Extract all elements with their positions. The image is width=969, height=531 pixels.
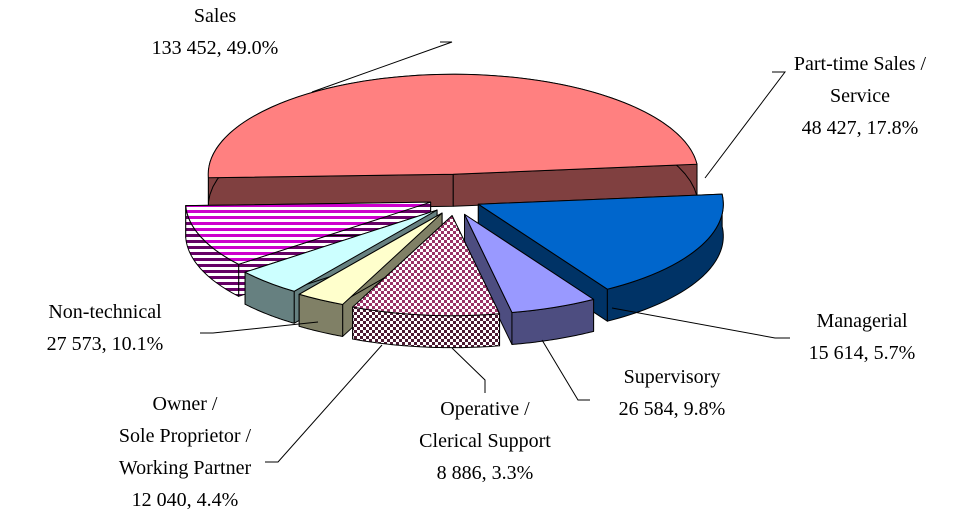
leader-line: [541, 339, 590, 401]
leader-line: [200, 321, 319, 334]
category-label: Sales: [194, 5, 236, 27]
slice: [352, 215, 501, 317]
leader-line: [265, 344, 383, 463]
slice: [185, 201, 432, 265]
value-label: 8 886, 3.3%: [437, 462, 534, 484]
slice: [207, 73, 698, 179]
category-label: Part-time Sales / Service: [794, 53, 927, 107]
slice: [298, 212, 443, 305]
slice: [477, 193, 724, 290]
slice: [244, 209, 438, 292]
category-label: Operative / Clerical Support: [419, 398, 551, 452]
leader-line: [704, 71, 787, 179]
category-label: Owner / Sole Proprietor / Working Partner: [119, 393, 252, 479]
value-label: 26 584, 9.8%: [619, 398, 726, 420]
slice: [464, 213, 595, 313]
value-label: 15 614, 5.7%: [809, 342, 916, 364]
value-label: 12 040, 4.4%: [132, 489, 239, 511]
leader-line: [311, 41, 453, 93]
leader-line: [451, 347, 486, 393]
value-label: 27 573, 10.1%: [47, 333, 164, 355]
category-label: Non-technical: [48, 301, 162, 323]
category-label: Managerial: [816, 310, 908, 332]
value-label: 48 427, 17.8%: [802, 117, 919, 139]
value-label: 133 452, 49.0%: [152, 37, 279, 59]
category-label: Supervisory: [624, 366, 721, 388]
leader-line: [611, 307, 790, 339]
